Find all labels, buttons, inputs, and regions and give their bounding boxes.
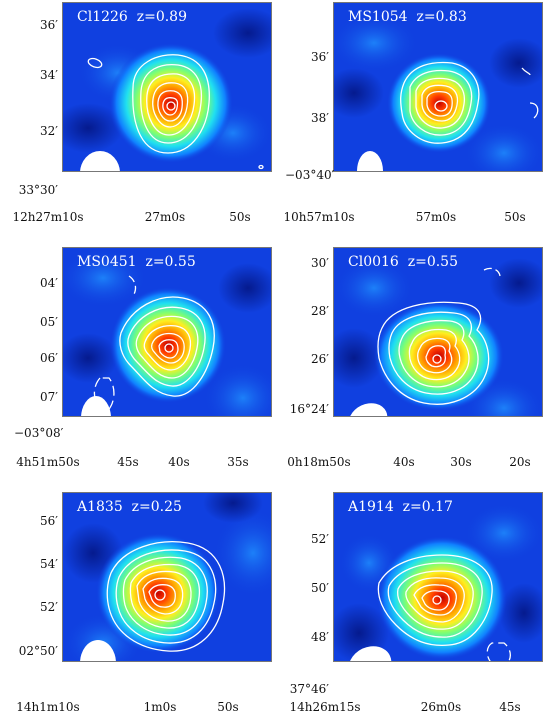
contour-lines <box>87 54 264 170</box>
tick-label: 12h27m10s <box>12 210 84 224</box>
radio-map-image <box>334 493 542 661</box>
panel-title: A1914 z=0.17 <box>348 499 453 515</box>
tick-label: 56′ <box>40 514 58 528</box>
tick-label: 07′ <box>40 390 58 404</box>
beam-ellipse <box>80 640 116 661</box>
contour-lines <box>106 541 226 652</box>
tick-label: 1m0s <box>143 700 177 714</box>
tick-label: 50s <box>229 210 251 224</box>
panel-title: A1835 z=0.25 <box>77 499 182 515</box>
radio-map-image <box>334 3 542 171</box>
radio-map-image <box>334 248 542 416</box>
tick-label: 06′ <box>40 351 58 365</box>
tick-label: 33°30′ <box>18 183 58 197</box>
tick-label: 50′ <box>311 581 329 595</box>
tick-label: 0h18m50s <box>287 455 351 469</box>
tick-label: 30′ <box>311 256 329 270</box>
map-panel-ms0451: MS0451 z=0.55 <box>62 247 272 417</box>
map-panel-a1914: A1914 z=0.17 <box>333 492 543 662</box>
tick-label: 37°46′ <box>289 682 329 696</box>
beam-ellipse <box>80 151 120 171</box>
map-panel-cl1226: Cl1226 z=0.89 <box>62 2 272 172</box>
map-panel-ms1054: MS1054 z=0.83 <box>333 2 543 172</box>
tick-label: 40s <box>168 455 190 469</box>
tick-label: 57m0s <box>415 210 457 224</box>
tick-label: −03°40′ <box>285 168 335 182</box>
contour-lines <box>93 275 215 414</box>
tick-label: 14h26m15s <box>289 700 361 714</box>
tick-label: 54′ <box>40 557 58 571</box>
tick-label: 27m0s <box>144 210 186 224</box>
tick-label: 36′ <box>311 50 329 64</box>
tick-label: 05′ <box>40 315 58 329</box>
radio-map-image <box>63 248 271 416</box>
contour-lines <box>377 267 501 405</box>
tick-label: 10h57m10s <box>283 210 355 224</box>
radio-map-image <box>63 3 271 171</box>
tick-label: 36′ <box>40 18 58 32</box>
tick-label: 30s <box>450 455 472 469</box>
tick-label: 45s <box>117 455 139 469</box>
map-panel-a1835: A1835 z=0.25 <box>62 492 272 662</box>
beam-ellipse <box>357 151 383 171</box>
tick-label: 32′ <box>40 124 58 138</box>
tick-label: 04′ <box>40 276 58 290</box>
panel-title: MS0451 z=0.55 <box>77 254 196 270</box>
radio-map-image <box>63 493 271 661</box>
tick-label: 35s <box>227 455 249 469</box>
contour-lines <box>377 554 511 661</box>
map-panel-cl0016: Cl0016 z=0.55 <box>333 247 543 417</box>
tick-label: 16°24′ <box>289 402 329 416</box>
tick-label: 50s <box>217 700 239 714</box>
tick-label: 48′ <box>311 630 329 644</box>
beam-ellipse <box>348 646 392 661</box>
tick-label: 26′ <box>311 352 329 366</box>
beam-ellipse <box>81 396 111 416</box>
tick-label: 52′ <box>40 600 58 614</box>
tick-label: 14h1m10s <box>16 700 80 714</box>
tick-label: 52′ <box>311 532 329 546</box>
panel-title: MS1054 z=0.83 <box>348 9 467 25</box>
panel-title: Cl1226 z=0.89 <box>77 9 187 25</box>
tick-label: 34′ <box>40 68 58 82</box>
tick-label: 28′ <box>311 304 329 318</box>
panel-title: Cl0016 z=0.55 <box>348 254 458 270</box>
tick-label: 4h51m50s <box>16 455 80 469</box>
tick-label: 50s <box>504 210 526 224</box>
tick-label: 26m0s <box>420 700 462 714</box>
tick-label: 02°50′ <box>18 644 58 658</box>
tick-label: 20s <box>509 455 531 469</box>
tick-label: 38′ <box>311 111 329 125</box>
beam-ellipse <box>348 403 388 416</box>
tick-label: 45s <box>499 700 521 714</box>
tick-label: −03°08′ <box>14 426 64 440</box>
tick-label: 40s <box>393 455 415 469</box>
contour-lines <box>400 61 539 144</box>
